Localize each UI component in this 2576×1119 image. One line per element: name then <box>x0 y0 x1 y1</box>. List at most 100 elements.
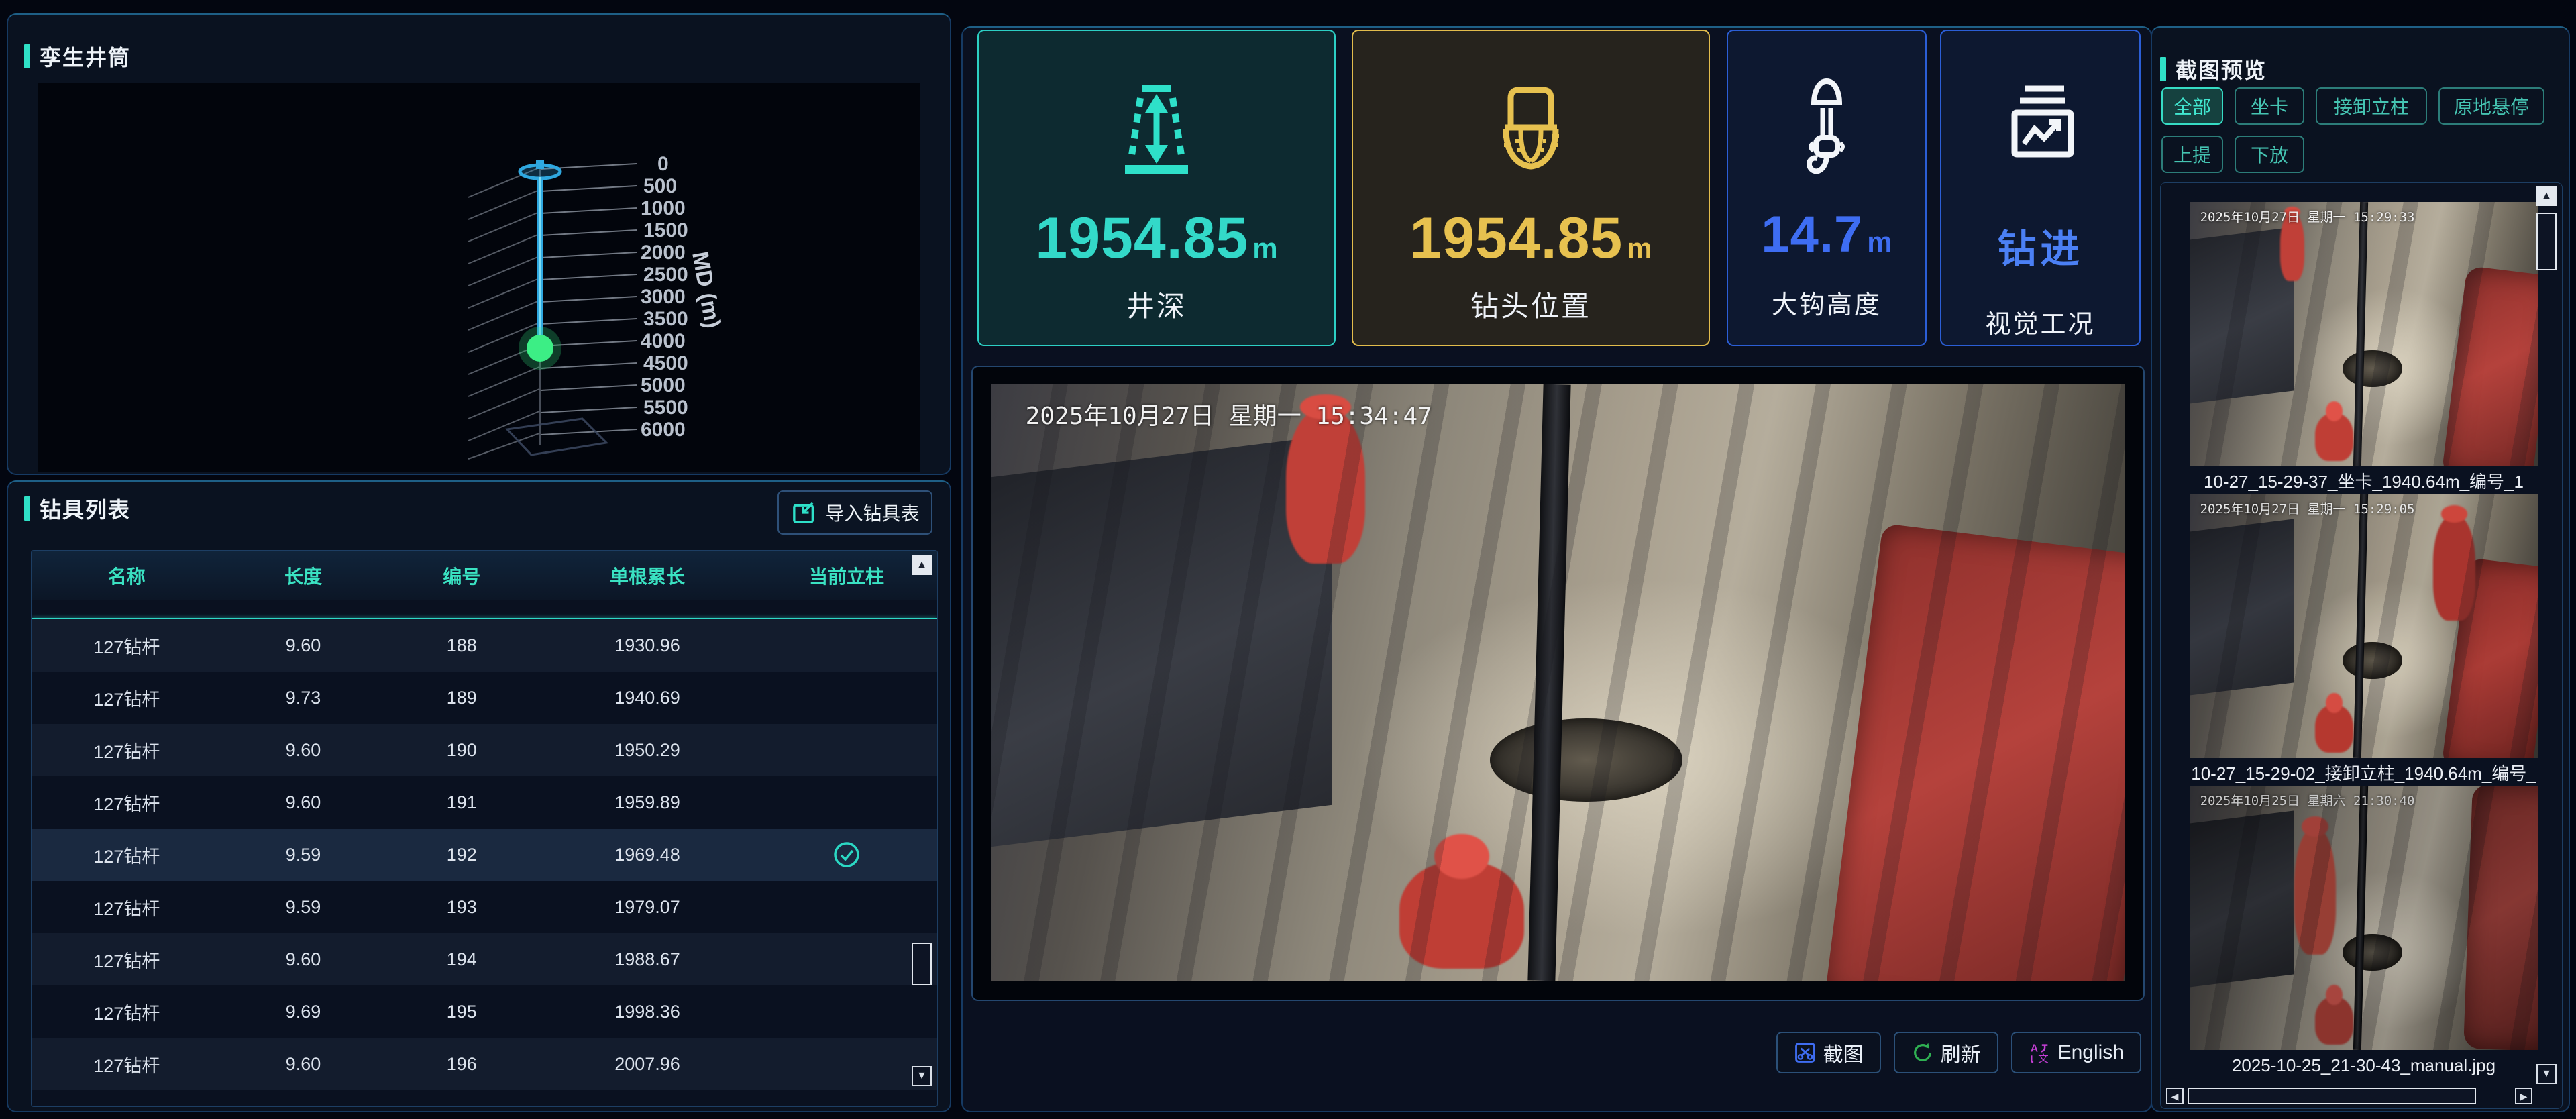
table-row[interactable]: 127钻杆 9.60 194 1988.67 <box>32 933 937 985</box>
screenshot-thumbnail-list: 2025年10月27日 星期一 15:29:33 10-27_15-29-37_… <box>2160 182 2563 1109</box>
import-drill-table-button[interactable]: 导入钻具表 <box>777 490 932 535</box>
svg-text:4000: 4000 <box>641 330 686 352</box>
md-axis-label: MD (m) <box>687 250 725 330</box>
scene-texture-overlay <box>2190 494 2538 758</box>
video-timestamp-overlay: 2025年10月27日 星期一 15:34:47 <box>1025 402 1432 430</box>
well-depth-value: 1954.85 <box>1035 206 1249 270</box>
filter-hover-button[interactable]: 原地悬停 <box>2438 87 2544 125</box>
visual-condition-label: 视觉工况 <box>1985 311 2096 339</box>
table-row[interactable]: 127钻杆 9.60 190 1950.29 <box>32 724 937 776</box>
filter-lower-down-button[interactable]: 下放 <box>2235 136 2304 173</box>
refresh-button[interactable]: 刷新 <box>1893 1032 1998 1073</box>
screenshot-thumbnail[interactable]: 2025年10月25日 星期六 21:30:40 2025-10-25_21-3… <box>2190 786 2538 1077</box>
filter-stand-connect-button[interactable]: 接卸立柱 <box>2316 87 2427 125</box>
svg-text:3500: 3500 <box>643 308 688 330</box>
scene-rotary-table-shape <box>1490 718 1683 802</box>
svg-text:3000: 3000 <box>641 286 686 308</box>
visual-condition-card: 钻进 视觉工况 <box>1940 30 2141 346</box>
report-chart-icon <box>1990 72 2091 186</box>
table-row[interactable]: 127钻杆 9.69 195 1998.36 <box>93 1001 680 1024</box>
thumbnail-image[interactable]: 2025年10月25日 星期六 21:30:40 <box>2190 786 2538 1050</box>
scroll-left-button[interactable]: ◀ <box>2166 1088 2184 1104</box>
svg-text:4500: 4500 <box>643 352 688 374</box>
tools-section-header: 钻具列表 <box>24 492 131 525</box>
bit-position-unit: m <box>1627 232 1652 264</box>
scene-rotary-table-shape <box>2343 933 2402 971</box>
scroll-up-button[interactable]: ▲ <box>912 555 932 575</box>
language-toggle-button[interactable]: A 文 English <box>2010 1032 2141 1073</box>
wellbore-title: 孪生井筒 <box>40 46 131 70</box>
language-button-label: English <box>2057 1041 2124 1063</box>
svg-text:6000: 6000 <box>641 419 686 441</box>
table-row[interactable]: 127钻杆 9.73 189 1940.69 <box>93 687 680 710</box>
rig-camera-scene: 2025年10月25日 星期六 21:30:40 <box>2190 786 2538 1050</box>
scrollbar-thumb[interactable] <box>912 943 932 985</box>
scissors-capture-icon <box>1794 1043 1815 1063</box>
preview-horizontal-scrollbar: ◀ ▶ <box>2166 1088 2532 1104</box>
filter-hoist-up-button[interactable]: 上提 <box>2161 136 2223 173</box>
filter-all-button[interactable]: 全部 <box>2161 87 2223 125</box>
scroll-down-button[interactable]: ▼ <box>912 1066 932 1086</box>
col-header-current-stand: 当前立柱 <box>808 566 884 587</box>
video-action-buttons: 截图 刷新 A 文 English <box>1776 1032 2141 1073</box>
svg-text:5000: 5000 <box>641 374 686 396</box>
wellbore-3d-viewport[interactable]: 0 500 1000 1500 2000 2500 3000 3500 4000… <box>38 83 920 472</box>
table-row[interactable]: 127钻杆 9.60 188 1930.96 <box>32 619 937 672</box>
col-header-length: 长度 <box>284 566 322 587</box>
col-header-name: 名称 <box>107 566 146 587</box>
svg-text:0: 0 <box>657 153 669 175</box>
screenshot-thumbnail[interactable]: 2025年10月27日 星期一 15:29:05 10-27_15-29-02_… <box>2190 494 2538 785</box>
section-accent-bar <box>24 496 30 521</box>
well-depth-card: 1954.85 m 井深 <box>977 30 1336 346</box>
screenshot-button-label: 截图 <box>1823 1044 1864 1066</box>
table-row[interactable]: 127钻杆 9.60 191 1959.89 <box>93 792 680 814</box>
tools-title: 钻具列表 <box>40 498 131 522</box>
scene-rotary-table-shape <box>2343 641 2402 679</box>
refresh-button-label: 刷新 <box>1940 1044 1981 1066</box>
screenshot-thumbnail[interactable]: 2025年10月27日 星期一 15:29:33 10-27_15-29-37_… <box>2190 202 2538 493</box>
preview-scrollbar: ▲ ▼ <box>2536 186 2557 1084</box>
table-row[interactable]: 127钻杆 9.59 193 1979.07 <box>93 896 680 919</box>
thumbnail-timestamp-overlay: 2025年10月27日 星期一 15:29:05 <box>2200 501 2415 517</box>
thumbnail-image[interactable]: 2025年10月27日 星期一 15:29:05 <box>2190 494 2538 758</box>
scroll-down-button[interactable]: ▼ <box>2536 1064 2557 1084</box>
drill-bit-icon <box>1481 72 1581 186</box>
monitoring-panel: 1954.85 m 井深 <box>961 26 2152 1112</box>
rig-camera-scene: 2025年10月27日 星期一 15:34:47 <box>991 384 2125 981</box>
horizontal-scrollbar-thumb[interactable] <box>2188 1088 2476 1104</box>
preview-filter-row-1: 全部 坐卡 接卸立柱 原地悬停 <box>2161 87 2544 125</box>
table-row-current-stand[interactable]: 127钻杆 9.59 192 1969.48 <box>32 829 937 881</box>
well-depth-unit: m <box>1252 232 1278 264</box>
scroll-up-button[interactable]: ▲ <box>2536 186 2557 206</box>
hook-height-value: 14.7 <box>1761 206 1864 263</box>
scene-worker-shape <box>1399 833 1524 969</box>
thumbnail-caption: 2025-10-25_21-30-43_manual.jpg <box>2231 1055 2496 1075</box>
scene-texture-overlay <box>2190 202 2538 466</box>
preview-section-header: 截图预览 <box>2160 53 2267 85</box>
bit-position-value: 1954.85 <box>1409 206 1623 270</box>
bit-position-card: 1954.85 m 钻头位置 <box>1352 30 1710 346</box>
filter-slip-set-button[interactable]: 坐卡 <box>2235 87 2304 125</box>
scene-texture-overlay <box>2190 786 2538 1050</box>
hook-icon <box>1786 72 1867 186</box>
hook-height-label: 大钩高度 <box>1771 291 1882 319</box>
thumbnail-caption: 10-27_15-29-02_接卸立柱_1940.64m_编号_ <box>2191 763 2536 784</box>
table-row[interactable]: 127钻杆 9.60 196 2007.96 <box>32 1038 937 1090</box>
table-header-row: 名称 长度 编号 单根累长 当前立柱 <box>32 551 937 600</box>
well-depth-icon <box>1106 72 1207 186</box>
hook-height-unit: m <box>1867 226 1892 258</box>
svg-text:500: 500 <box>643 175 677 197</box>
scene-worker-shape <box>2314 692 2353 753</box>
preview-title: 截图预览 <box>2176 58 2267 83</box>
depth-tick-labels: 0 500 1000 1500 2000 2500 3000 3500 4000… <box>641 153 688 441</box>
svg-text:文: 文 <box>2038 1053 2049 1064</box>
scroll-right-button[interactable]: ▶ <box>2515 1088 2532 1104</box>
preview-filter-row-2: 上提 下放 <box>2161 136 2304 173</box>
bit-position-label: 钻头位置 <box>1470 290 1591 322</box>
scrollbar-thumb[interactable] <box>2536 213 2557 270</box>
thumbnail-image[interactable]: 2025年10月27日 星期一 15:29:33 <box>2190 202 2538 466</box>
scene-worker-shape <box>2314 401 2353 462</box>
screenshot-button[interactable]: 截图 <box>1776 1032 1881 1073</box>
